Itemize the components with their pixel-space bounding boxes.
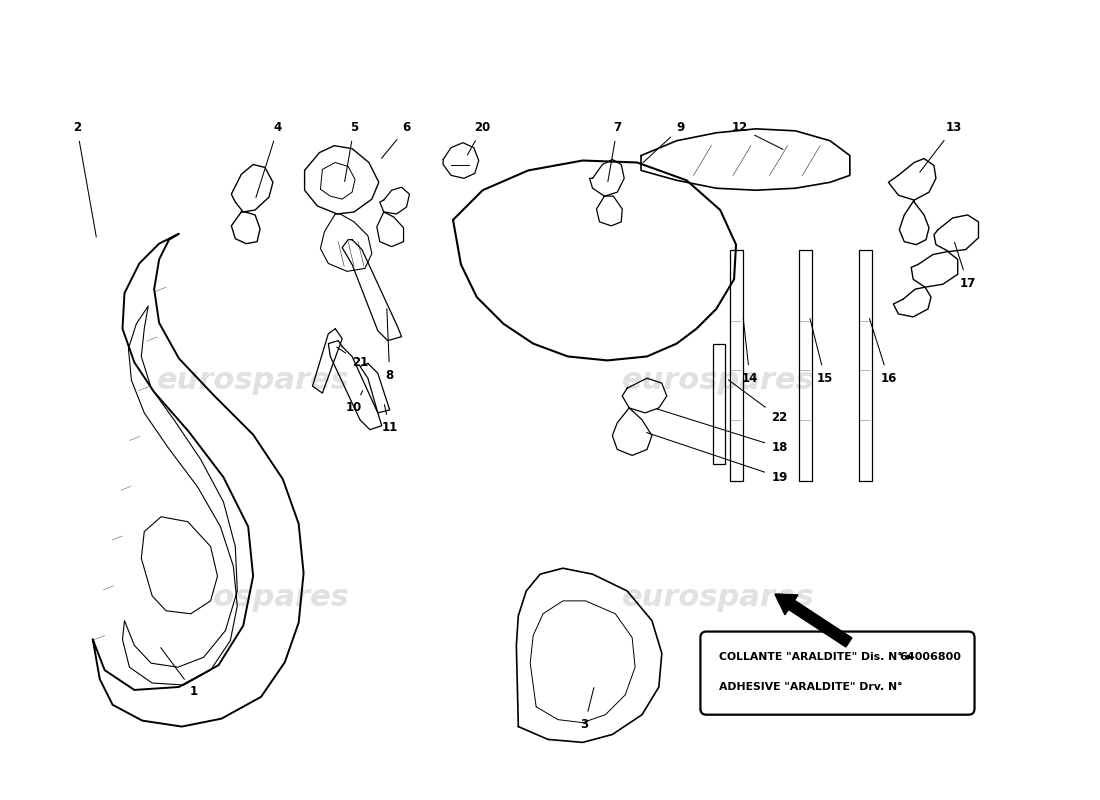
Text: 13: 13 xyxy=(920,122,961,172)
Text: 4: 4 xyxy=(256,122,282,198)
Text: 3: 3 xyxy=(581,688,594,731)
Text: 18: 18 xyxy=(657,409,788,454)
Text: 1: 1 xyxy=(161,648,198,698)
Text: 11: 11 xyxy=(382,405,398,434)
Text: 19: 19 xyxy=(647,433,788,484)
Polygon shape xyxy=(141,517,218,614)
Text: 6: 6 xyxy=(382,122,410,158)
Text: eurospares: eurospares xyxy=(621,583,815,613)
Text: 21: 21 xyxy=(337,347,368,369)
Text: 12: 12 xyxy=(732,122,783,150)
Text: 17: 17 xyxy=(955,242,976,290)
Text: 64006800: 64006800 xyxy=(899,652,960,662)
Text: 16: 16 xyxy=(869,318,896,385)
Text: eurospares: eurospares xyxy=(157,583,350,613)
Text: 5: 5 xyxy=(344,122,359,182)
Text: eurospares: eurospares xyxy=(621,366,815,394)
FancyArrow shape xyxy=(774,594,851,647)
Text: 9: 9 xyxy=(644,122,684,162)
Text: ADHESIVE "ARALDITE" Drv. N°: ADHESIVE "ARALDITE" Drv. N° xyxy=(719,682,903,692)
Text: COLLANTE "ARALDITE" Dis. N° ►: COLLANTE "ARALDITE" Dis. N° ► xyxy=(719,652,915,662)
Text: 10: 10 xyxy=(345,390,363,414)
Text: 8: 8 xyxy=(386,309,394,382)
Text: 20: 20 xyxy=(468,122,491,155)
FancyBboxPatch shape xyxy=(701,631,975,714)
Text: 14: 14 xyxy=(741,318,758,385)
Text: 15: 15 xyxy=(810,318,834,385)
Text: 22: 22 xyxy=(728,380,788,424)
Text: 2: 2 xyxy=(73,122,97,237)
Text: 7: 7 xyxy=(608,122,622,182)
Text: eurospares: eurospares xyxy=(157,366,350,394)
